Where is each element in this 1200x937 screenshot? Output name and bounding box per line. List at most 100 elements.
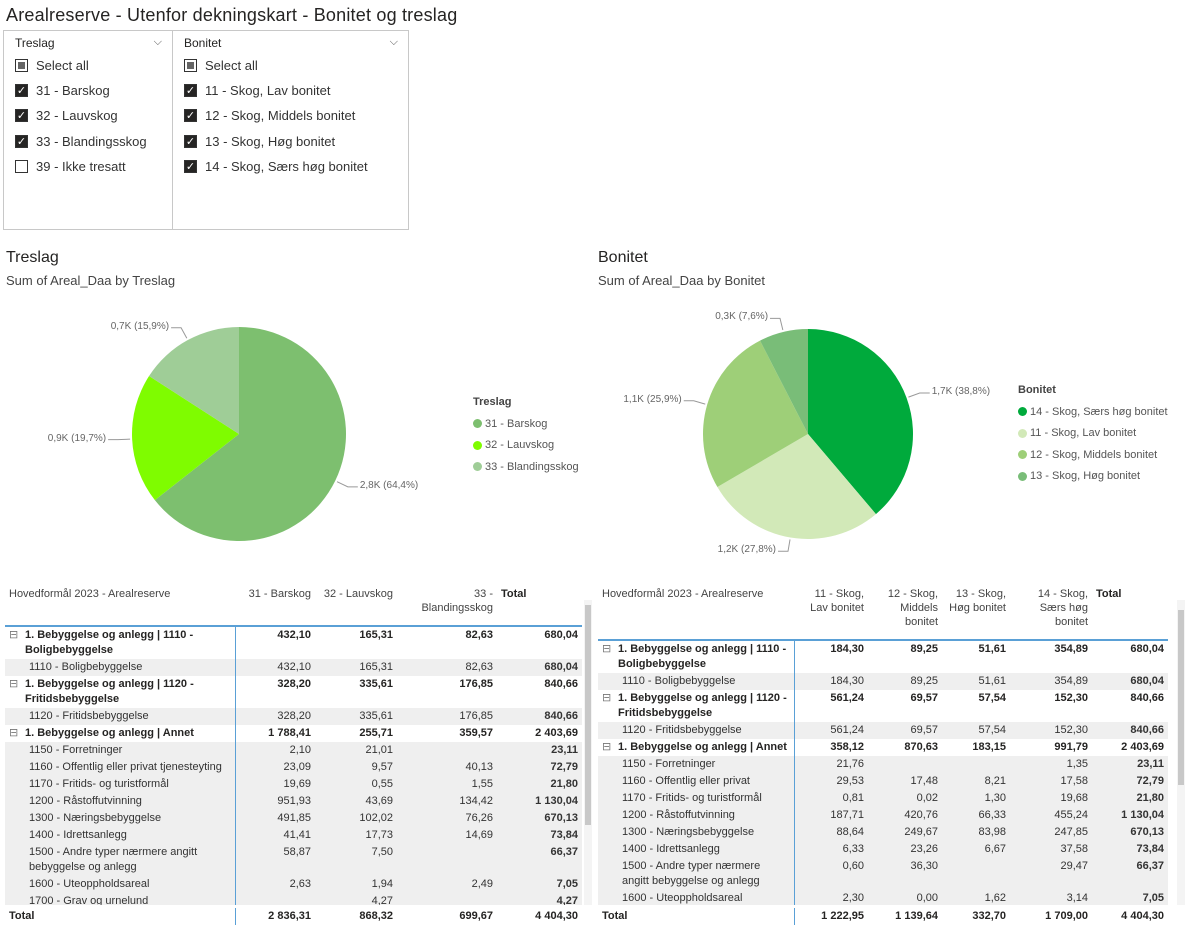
legend-item[interactable]: 11 - Skog, Lav bonitet xyxy=(1018,423,1168,445)
pie-slice[interactable] xyxy=(149,326,239,434)
row-label: 1. Bebyggelse og anlegg | 1120 - Fritids… xyxy=(5,676,236,708)
group-row[interactable]: 1. Bebyggelse og anlegg | Annet 1 788,41 2… xyxy=(5,725,582,742)
cell-value: 249,67 xyxy=(868,824,942,841)
slicer-item[interactable]: ✓ 31 - Barskog xyxy=(4,78,172,103)
scrollbar-treslag[interactable] xyxy=(584,600,592,905)
group-row[interactable]: 1. Bebyggelse og anlegg | 1120 - Fritids… xyxy=(5,676,582,708)
slicer-item-label: 11 - Skog, Lav bonitet xyxy=(205,83,331,99)
group-row[interactable]: 1. Bebyggelse og anlegg | 1120 - Fritids… xyxy=(598,690,1168,722)
leader-line xyxy=(171,327,188,339)
table-row: 1200 - Råstoffutvinning 951,93 43,69 134,42… xyxy=(5,793,582,810)
total-label: Total xyxy=(598,908,795,925)
legend-label: 32 - Lauvskog xyxy=(485,439,555,452)
cell-value: 0,00 xyxy=(868,890,942,905)
pie-slice[interactable] xyxy=(760,329,808,434)
column-header[interactable]: Hovedformål 2023 - Arealreserve xyxy=(5,585,235,627)
legend-item[interactable]: 13 - Skog, Høg bonitet xyxy=(1018,466,1168,488)
pie-slice[interactable] xyxy=(132,376,239,501)
cell-value: 951,93 xyxy=(235,793,315,810)
column-header[interactable]: 13 - Skog, Høg bonitet xyxy=(942,585,1010,641)
matrix-bonitet: Hovedformål 2023 - Arealreserve 11 - Skog… xyxy=(598,585,1168,905)
row-label: 1170 - Fritids- og turistformål xyxy=(5,776,236,793)
chevron-down-icon[interactable]: ⌵ xyxy=(389,36,398,48)
cell-value: 37,58 xyxy=(1010,841,1092,858)
slicer-item[interactable]: ✓ 33 - Blandingsskog xyxy=(4,129,172,154)
column-header[interactable]: 11 - Skog, Lav bonitet xyxy=(794,585,868,641)
row-label: 1400 - Idrettsanlegg xyxy=(598,841,795,858)
cell-value: 66,37 xyxy=(1092,858,1168,890)
slicer-item[interactable]: ✓ 13 - Skog, Høg bonitet xyxy=(173,129,408,154)
cell-value xyxy=(942,756,1010,773)
checkbox[interactable] xyxy=(15,159,28,173)
column-header[interactable]: 14 - Skog, Særs høg bonitet xyxy=(1010,585,1092,641)
checkbox[interactable]: ✓ xyxy=(15,84,28,98)
page-title: Arealreserve - Utenfor dekningskart - Bo… xyxy=(6,5,458,25)
cell-value: 73,84 xyxy=(497,827,582,844)
cell-value: 359,57 xyxy=(459,727,493,739)
checkbox[interactable]: ✓ xyxy=(184,159,197,173)
slicer-item[interactable]: Select all xyxy=(173,53,408,78)
column-header[interactable]: 31 - Barskog xyxy=(235,585,315,627)
legend-label: 14 - Skog, Særs høg bonitet xyxy=(1030,405,1168,418)
table-row: 1600 - Uteoppholdsareal 2,63 1,94 2,49 7,05 xyxy=(5,876,582,893)
column-header[interactable]: 12 - Skog, Middels bonitet xyxy=(868,585,942,641)
slicer-item[interactable]: ✓ 14 - Skog, Særs høg bonitet xyxy=(173,154,408,179)
checkbox[interactable] xyxy=(15,59,28,73)
legend-item[interactable]: 33 - Blandingsskog xyxy=(473,456,579,478)
cell-value: 69,57 xyxy=(910,692,938,704)
slicer-item[interactable]: Select all xyxy=(4,53,172,78)
table-row: 1400 - Idrettsanlegg 41,41 17,73 14,69 73,84 xyxy=(5,827,582,844)
slicer-header[interactable]: Bonitet ⌵ xyxy=(173,31,408,53)
group-row[interactable]: 1. Bebyggelse og anlegg | Annet 358,12 870… xyxy=(598,739,1168,756)
chevron-down-icon[interactable]: ⌵ xyxy=(153,36,162,48)
pie-slice[interactable] xyxy=(717,434,876,539)
column-header[interactable]: 32 - Lauvskog xyxy=(315,585,397,627)
pie-slice[interactable] xyxy=(154,327,346,541)
slicer-header[interactable]: Treslag ⌵ xyxy=(4,31,172,53)
legend-item[interactable]: 31 - Barskog xyxy=(473,413,579,435)
cell-value: 89,25 xyxy=(868,673,942,690)
row-label: 1600 - Uteoppholdsareal xyxy=(598,890,795,905)
legend-dot-icon xyxy=(1018,450,1027,460)
slicer-item[interactable]: ✓ 11 - Skog, Lav bonitet xyxy=(173,78,408,103)
chart-title-bonitet: Bonitet xyxy=(598,249,648,266)
cell-value: 82,63 xyxy=(397,659,497,676)
checkbox[interactable]: ✓ xyxy=(15,109,28,123)
column-header[interactable]: Total xyxy=(1092,585,1168,641)
cell-value: 4,27 xyxy=(315,893,397,905)
column-header[interactable]: Hovedformål 2023 - Arealreserve xyxy=(598,585,794,641)
row-label: 1300 - Næringsbebyggelse xyxy=(598,824,795,841)
checkbox[interactable]: ✓ xyxy=(184,109,197,123)
cell-value: 1 788,41 xyxy=(268,727,311,739)
pie-slice[interactable] xyxy=(808,329,913,515)
column-header[interactable]: 33 - Blandingsskog xyxy=(397,585,497,627)
legend-item[interactable]: 14 - Skog, Særs høg bonitet xyxy=(1018,401,1168,423)
checkbox[interactable] xyxy=(184,59,197,73)
cell-value xyxy=(397,742,497,759)
group-row[interactable]: 1. Bebyggelse og anlegg | 1110 - Boligbe… xyxy=(5,626,582,659)
slicer-item[interactable]: ✓ 12 - Skog, Middels bonitet xyxy=(173,103,408,128)
slicer-bonitet[interactable]: Bonitet ⌵ Select all ✓ 11 - Skog, Lav bonite… xyxy=(172,30,409,230)
scrollbar-bonitet[interactable] xyxy=(1177,600,1185,905)
checkbox[interactable]: ✓ xyxy=(15,134,28,148)
cell-value: 102,02 xyxy=(315,810,397,827)
table-row: 1500 - Andre typer nærmere angitt bebygg… xyxy=(5,844,582,876)
header-row: Hovedformål 2023 - Arealreserve 31 - Bars… xyxy=(5,585,582,627)
column-header[interactable]: Total xyxy=(497,585,582,627)
cell-value: 7,50 xyxy=(315,844,397,876)
slicer-item[interactable]: ✓ 32 - Lauvskog xyxy=(4,103,172,128)
legend-item[interactable]: 12 - Skog, Middels bonitet xyxy=(1018,444,1168,466)
table-row: 1170 - Fritids- og turistformål 0,81 0,02 1… xyxy=(598,790,1168,807)
pie-slice[interactable] xyxy=(702,340,808,488)
slicer-item-label: 13 - Skog, Høg bonitet xyxy=(205,133,336,149)
checkbox[interactable]: ✓ xyxy=(184,134,197,148)
group-row[interactable]: 1. Bebyggelse og anlegg | 1110 - Boligbe… xyxy=(598,640,1168,673)
checkbox[interactable]: ✓ xyxy=(184,84,197,98)
legend-item[interactable]: 32 - Lauvskog xyxy=(473,435,579,457)
row-label: 1110 - Boligbebyggelse xyxy=(598,673,795,690)
slicer-item[interactable]: 39 - Ikke tresatt xyxy=(4,154,172,179)
cell-value: 187,71 xyxy=(794,807,868,824)
cell-value: 69,57 xyxy=(868,722,942,739)
cell-value: 1,94 xyxy=(315,876,397,893)
cell-value: 1,30 xyxy=(942,790,1010,807)
